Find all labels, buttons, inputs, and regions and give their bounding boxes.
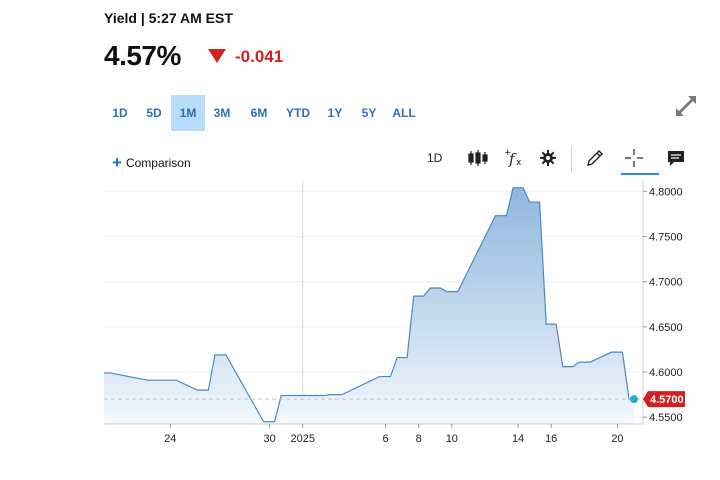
comparison-button[interactable]: + Comparison [112, 153, 191, 172]
x-axis-ticks: 24 30 2025 6 8 10 14 16 20 [164, 424, 624, 445]
svg-text:x: x [516, 158, 522, 168]
pencil-icon[interactable] [584, 147, 606, 169]
toolbar-divider [571, 146, 572, 172]
range-tab-all[interactable]: ALL [392, 106, 416, 120]
triangle-down-icon [208, 49, 226, 63]
comparison-label: Comparison [125, 156, 191, 170]
current-yield: 4.57% [104, 40, 181, 71]
y-tick-label: 4.7500 [649, 231, 683, 243]
x-tick-label: 2025 [291, 433, 315, 445]
range-tab-5y[interactable]: 5Y [361, 106, 377, 120]
y-tick-label: 4.6000 [649, 367, 683, 379]
last-value-badge: 4.5700 [643, 391, 685, 408]
y-tick-label: 4.5500 [649, 412, 683, 424]
x-tick-label: 10 [446, 433, 458, 445]
svg-text:f: f [508, 150, 517, 168]
y-tick-label: 4.7000 [649, 277, 683, 289]
expand-icon[interactable] [674, 94, 698, 118]
range-tab-1d[interactable]: 1D [112, 106, 128, 120]
y-axis-ticks: 4.8000 4.7500 4.7000 4.6500 4.6000 4.5500 [643, 186, 683, 424]
function-icon[interactable]: + f x [502, 147, 524, 169]
svg-text:+: + [504, 148, 512, 158]
range-tab-ytd[interactable]: YTD [286, 106, 310, 120]
series-line [104, 187, 634, 423]
range-tab-1y[interactable]: 1Y [327, 106, 343, 120]
interval-button[interactable]: 1D [427, 151, 443, 165]
range-tab-3m[interactable]: 3M [213, 106, 231, 120]
last-data-point [630, 395, 638, 404]
x-tick-label: 30 [264, 433, 276, 445]
yield-change: -0.041 [235, 47, 284, 66]
x-tick-label: 8 [416, 433, 422, 445]
x-tick-label: 16 [545, 433, 557, 445]
range-tab-6m[interactable]: 6M [250, 106, 268, 120]
gear-icon[interactable] [537, 147, 559, 169]
y-tick-label: 4.8000 [649, 186, 683, 198]
candlestick-icon[interactable] [467, 147, 489, 169]
chart-area-fill [104, 187, 634, 424]
crosshair-icon[interactable] [623, 147, 645, 169]
y-tick-label: 4.6500 [649, 322, 683, 334]
chat-icon[interactable] [665, 147, 687, 169]
x-tick-label: 14 [512, 433, 524, 445]
yield-header-title: Yield | 5:27 AM EST [104, 10, 233, 26]
plus-icon: + [112, 153, 122, 172]
range-tab-1m[interactable]: 1M [171, 95, 205, 131]
x-tick-label: 20 [611, 433, 623, 445]
x-tick-label: 6 [383, 433, 389, 445]
x-tick-label: 24 [164, 433, 176, 445]
last-value-label: 4.5700 [650, 394, 684, 406]
range-tab-5d[interactable]: 5D [146, 106, 162, 120]
crosshair-active-indicator [621, 173, 659, 175]
